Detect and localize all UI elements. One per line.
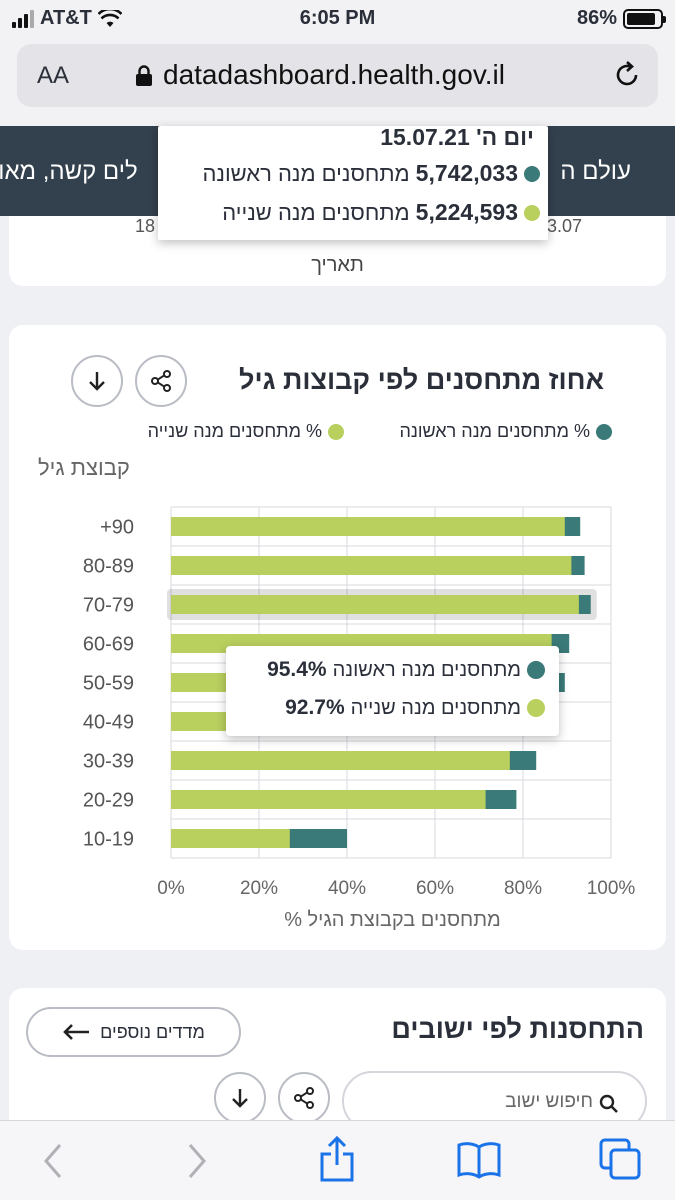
tooltip-label: מתחסנים מנה ראשונה [332,658,521,681]
more-metrics-label: מדדים נוספים [100,1021,205,1042]
more-metrics-button[interactable]: מדדים נוספים [26,1007,241,1057]
tabs-icon[interactable] [598,1137,642,1181]
tooltip-date: יום ה' 15.07.21 [380,124,534,150]
battery-percent: 86% [576,7,617,29]
share-button[interactable] [278,1072,330,1124]
text-size-button[interactable]: AA [37,62,69,90]
lock-icon [136,65,152,86]
legend-teal-dot-icon [596,423,612,440]
legend-first-dose[interactable]: % מתחסנים מנה ראשונה [399,421,612,442]
text-size-label: AA [37,62,70,89]
url-text: datadashboard.health.gov.il [163,59,505,90]
tooltip-value: 5,224,593 [415,199,518,225]
tooltip-label: מתחסנים מנה ראשונה [202,160,410,186]
banner-text-right: עולם ה [560,158,631,185]
legend-label: % מתחסנים מנה ראשונה [399,421,590,441]
age-chart-card: אחוז מתחסנים לפי קבוצות גיל % מתחסנים מנ… [9,325,666,950]
tooltip-value: 5,742,033 [415,160,518,186]
settlements-title: התחסנות לפי ישובים [391,1014,644,1044]
browser-toolbar [0,1120,675,1200]
date-tooltip: יום ה' 15.07.21 5,742,033 מתחסנים מנה רא… [158,124,548,240]
address-bar[interactable]: AA datadashboard.health.gov.il [17,44,658,107]
x-tick-left: 18 [135,216,156,236]
carrier: AT&T [12,7,122,30]
green-dot-icon [527,699,545,717]
chart-title: אחוז מתחסנים לפי קבוצות גיל [239,365,604,395]
tooltip-label: מתחסנים מנה שנייה [222,199,410,225]
y-axis-name: קבוצת גיל [38,455,130,480]
tooltip-label: מתחסנים מנה שנייה [350,696,521,719]
share-icon [294,1087,314,1109]
bookmarks-icon[interactable] [456,1139,502,1179]
download-arrow-icon [232,1089,248,1108]
download-arrow-icon [89,372,105,391]
battery-status: 86% [576,7,666,30]
search-icon [599,1094,618,1113]
forward-icon[interactable] [184,1141,210,1181]
share-button[interactable] [135,355,187,407]
teal-dot-icon [527,661,545,679]
tooltip-row-first-dose: 5,742,033 מתחסנים מנה ראשונה [202,160,540,187]
legend-second-dose[interactable]: % מתחסנים מנה שנייה [148,421,344,442]
battery-icon [623,8,666,29]
battery-fill [627,12,655,25]
share-icon [151,370,171,392]
tooltip-row-second-dose: מתחסנים מנה שנייה 92.7% [285,696,545,720]
x-axis-label: % מתחסנים בקבוצת הגיל [284,909,501,931]
x-axis-title: תאריך [311,254,364,276]
clock: 6:05 PM [299,7,376,29]
signal-icon [12,9,34,28]
legend-green-dot-icon [328,423,344,440]
age-tooltip: מתחסנים מנה ראשונה 95.4% מתחסנים מנה שני… [226,646,559,736]
download-button[interactable] [214,1072,266,1124]
banner-text-left: לים קשה, מאוו [0,158,138,185]
alert-banner: עולם ה לים קשה, מאוו [0,126,675,216]
status-bar: AT&T 6:05 PM 86% [0,0,675,38]
wifi-icon [97,9,122,27]
arrow-left-icon [63,1024,90,1040]
legend-label: % מתחסנים מנה שנייה [147,421,322,441]
search-placeholder: חיפוש ישוב [505,1091,593,1112]
green-dot-icon [524,204,540,221]
share-sheet-icon[interactable] [318,1135,356,1183]
teal-dot-icon [524,165,540,182]
reload-icon[interactable] [612,60,642,90]
tooltip-row-second-dose: 5,224,593 מתחסנים מנה שנייה [222,199,540,226]
x-tick-right: 3.07 [547,216,583,236]
tooltip-value: 92.7% [285,696,345,719]
tooltip-value: 95.4% [267,658,327,681]
carrier-name: AT&T [40,7,92,29]
back-icon[interactable] [40,1141,66,1181]
download-button[interactable] [71,355,123,407]
tooltip-row-first-dose: מתחסנים מנה ראשונה 95.4% [267,658,545,682]
browser-header: AA datadashboard.health.gov.il [0,38,675,126]
